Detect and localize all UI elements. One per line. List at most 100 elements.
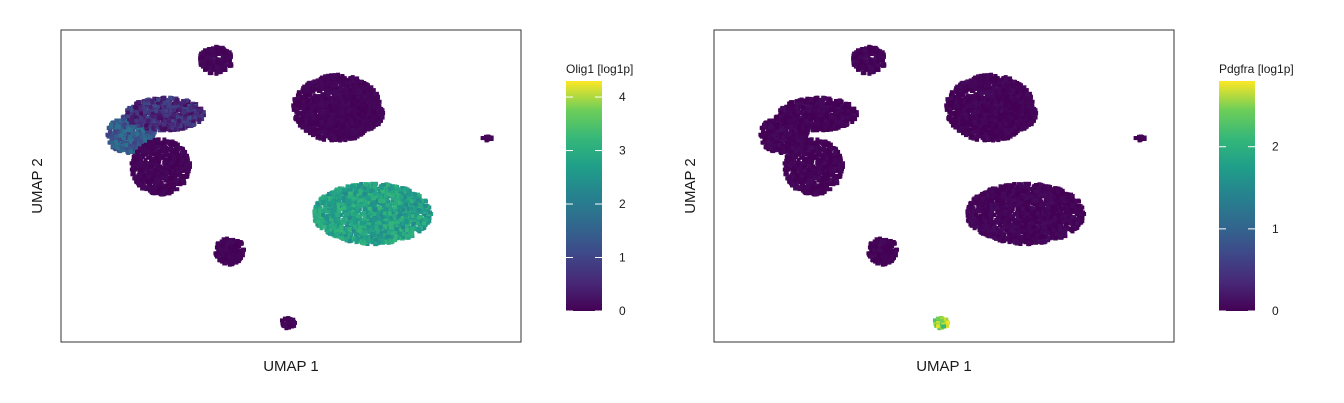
data-point <box>305 98 310 103</box>
data-point <box>387 188 392 193</box>
data-point <box>354 218 359 222</box>
data-point <box>377 119 382 124</box>
data-point <box>405 228 410 233</box>
data-point <box>344 86 349 91</box>
data-point <box>347 194 352 199</box>
data-point <box>312 93 317 98</box>
data-point <box>361 203 366 207</box>
data-point <box>341 90 346 95</box>
data-point <box>331 95 336 100</box>
data-point <box>313 213 318 218</box>
data-point <box>153 181 158 186</box>
data-point <box>353 130 358 135</box>
data-point <box>336 72 341 77</box>
data-point <box>402 187 407 192</box>
data-point <box>330 83 335 88</box>
data-point <box>427 210 432 215</box>
data-point <box>391 196 395 201</box>
data-point <box>148 98 153 103</box>
data-point <box>320 212 325 217</box>
data-point <box>193 112 198 117</box>
data-point <box>185 119 189 124</box>
data-point <box>167 117 171 122</box>
data-point <box>130 114 135 119</box>
data-point <box>119 118 124 123</box>
data-point <box>154 117 159 122</box>
data-point <box>330 75 335 80</box>
data-point <box>396 196 401 201</box>
data-point <box>318 210 323 215</box>
data-point <box>342 115 347 120</box>
data-point <box>138 133 143 138</box>
data-point <box>181 110 186 115</box>
data-point <box>121 117 126 122</box>
data-point <box>379 233 384 238</box>
data-point <box>328 130 333 135</box>
data-point <box>128 112 133 117</box>
data-point <box>156 110 161 115</box>
data-point <box>336 111 341 116</box>
data-point <box>197 114 202 119</box>
data-point <box>363 123 368 128</box>
data-point <box>315 212 320 217</box>
data-point <box>352 237 357 242</box>
data-point <box>137 107 142 112</box>
data-point <box>402 191 406 196</box>
data-point <box>371 232 376 237</box>
data-point <box>346 101 351 106</box>
data-point <box>156 97 161 102</box>
data-point <box>378 195 383 199</box>
data-point <box>385 219 390 224</box>
data-point <box>410 214 415 219</box>
data-point <box>335 109 340 114</box>
data-point <box>366 224 371 229</box>
data-point <box>300 110 304 115</box>
data-point <box>125 110 130 115</box>
data-point <box>413 207 418 212</box>
data-point <box>383 202 387 207</box>
data-point <box>299 96 304 101</box>
data-point <box>179 126 184 131</box>
data-point <box>175 127 180 132</box>
data-point <box>418 202 423 207</box>
data-point <box>359 198 363 203</box>
data-point <box>324 203 329 208</box>
data-point <box>308 99 313 104</box>
data-point <box>336 190 341 195</box>
data-point <box>137 143 142 148</box>
data-point <box>393 235 398 240</box>
data-point <box>414 202 419 207</box>
data-point <box>383 193 388 198</box>
data-point <box>139 111 144 116</box>
data-point <box>344 92 349 97</box>
data-point <box>359 229 364 234</box>
data-point <box>340 132 345 136</box>
data-point <box>338 91 343 96</box>
data-point <box>331 134 336 139</box>
data-point <box>339 225 344 230</box>
data-point <box>382 240 387 244</box>
data-point <box>368 227 373 232</box>
data-point <box>295 100 300 105</box>
data-point <box>407 207 412 212</box>
data-point <box>329 138 334 143</box>
data-point <box>169 122 174 126</box>
data-point <box>323 121 327 125</box>
data-point <box>362 220 367 225</box>
data-point <box>314 118 319 122</box>
data-point <box>362 90 367 95</box>
data-point <box>362 210 367 215</box>
data-point <box>336 201 341 206</box>
data-point <box>380 188 385 193</box>
data-point <box>421 199 426 203</box>
data-point <box>309 125 314 130</box>
data-point <box>297 123 302 128</box>
data-point <box>346 78 351 83</box>
data-point <box>363 225 368 229</box>
data-point <box>328 231 333 236</box>
data-point <box>335 215 340 220</box>
data-point <box>394 187 398 192</box>
data-point <box>398 210 403 215</box>
data-point <box>318 118 323 123</box>
